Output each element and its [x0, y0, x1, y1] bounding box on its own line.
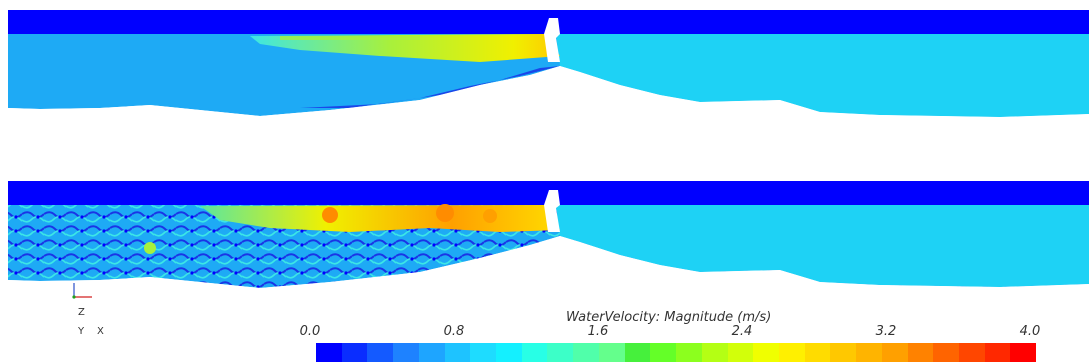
- colorbar-swatch: [830, 343, 857, 362]
- colorbar-swatch: [804, 343, 831, 362]
- colorbar-swatch: [418, 343, 445, 362]
- colorbar-swatch: [881, 343, 908, 362]
- colorbar-swatch: [624, 343, 651, 362]
- colorbar-tick: 0.8: [443, 324, 465, 339]
- top-downstream-region: [556, 34, 1089, 117]
- colorbar-swatch: [727, 343, 754, 362]
- colorbar-swatch: [753, 343, 779, 362]
- top-panel: [8, 10, 1089, 140]
- top-surface-streak: [280, 36, 420, 40]
- bottom-ground: [8, 236, 1089, 305]
- bottom-panel: [8, 181, 1089, 305]
- colorbar-swatch: [316, 343, 342, 362]
- top-ground: [8, 66, 1089, 140]
- colorbar-tick: 4.0: [1019, 324, 1041, 339]
- colorbar-tick: 0.0: [299, 324, 321, 339]
- colorbar-tick: 2.4: [731, 324, 753, 339]
- bottom-eddy: [483, 209, 497, 223]
- colorbar-swatch: [701, 343, 728, 362]
- bottom-eddy: [322, 207, 338, 223]
- colorbar-swatch: [958, 343, 985, 362]
- bottom-crest-structure: [544, 190, 560, 232]
- colorbar-swatch: [521, 343, 548, 362]
- colorbar-swatch: [598, 343, 625, 362]
- y-axis-label: Y: [78, 326, 85, 337]
- colorbar-swatch: [496, 343, 522, 362]
- colorbar-swatch: [933, 343, 959, 362]
- flow-field-panels: [8, 10, 1089, 305]
- x-axis-label: X: [97, 326, 104, 337]
- bottom-eddy: [144, 242, 156, 254]
- colorbar-swatch: [778, 343, 805, 362]
- bottom-eddy: [436, 204, 454, 222]
- top-crest-structure: [544, 18, 560, 62]
- colorbar-swatch: [907, 343, 934, 362]
- colorbar-swatch: [676, 343, 702, 362]
- colorbar-swatch: [1010, 343, 1037, 362]
- colorbar: [316, 343, 1037, 362]
- colorbar-swatch: [856, 343, 882, 362]
- colorbar-swatch: [547, 343, 574, 362]
- colorbar-swatch: [470, 343, 497, 362]
- colorbar-swatch: [650, 343, 677, 362]
- bottom-downstream-region: [556, 205, 1089, 287]
- colorbar-swatch: [984, 343, 1011, 362]
- z-axis-label: Z: [78, 307, 85, 318]
- colorbar-tick: 3.2: [875, 324, 897, 339]
- top-jet: [250, 34, 560, 62]
- colorbar-swatch: [444, 343, 471, 362]
- axis-triad: [72, 283, 92, 299]
- bottom-jet: [200, 205, 560, 232]
- colorbar-swatch: [341, 343, 368, 362]
- colorbar-title: WaterVelocity: Magnitude (m/s): [566, 310, 772, 325]
- colorbar-swatch: [573, 343, 599, 362]
- colorbar-tick: 1.6: [587, 324, 609, 339]
- colorbar-swatch: [367, 343, 394, 362]
- top-recirculation-zone: [300, 66, 560, 108]
- origin-dot: [72, 295, 76, 299]
- colorbar-swatch: [393, 343, 419, 362]
